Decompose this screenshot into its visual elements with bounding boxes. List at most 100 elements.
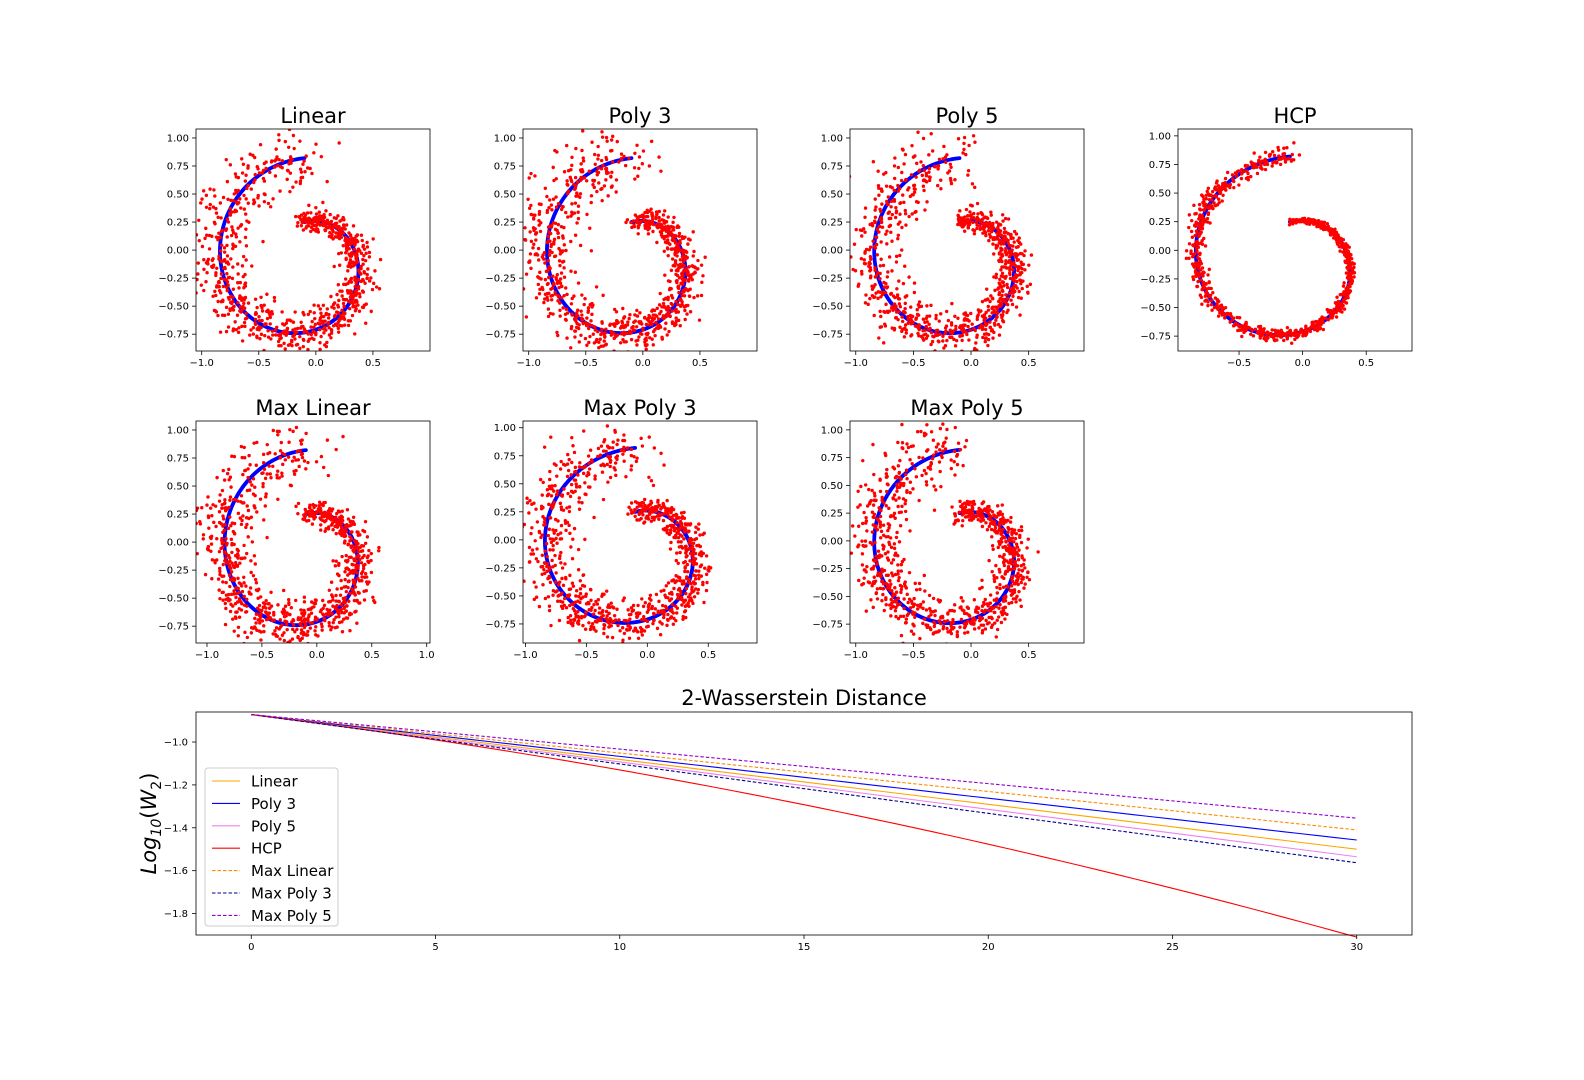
sample-point	[973, 346, 977, 351]
sample-point	[661, 301, 666, 306]
sample-point	[1023, 268, 1027, 272]
sample-point	[870, 223, 875, 228]
sample-point	[1006, 241, 1010, 245]
sample-point	[268, 322, 272, 326]
sample-point	[677, 290, 681, 295]
sample-point	[319, 334, 323, 339]
y-tick-label: 0.00	[494, 246, 516, 257]
sample-point	[323, 228, 327, 232]
sample-point	[857, 282, 861, 286]
sample-point	[562, 275, 567, 279]
sample-point	[562, 243, 566, 247]
sample-point	[1005, 310, 1009, 315]
sample-point	[924, 316, 929, 321]
sample-point	[324, 209, 328, 213]
sample-point	[214, 293, 218, 298]
sample-point	[578, 192, 583, 196]
sample-point	[361, 277, 365, 282]
sample-point	[336, 303, 340, 307]
sample-point	[859, 256, 864, 261]
sample-point	[231, 265, 235, 269]
sample-point	[876, 290, 880, 294]
sample-point	[555, 273, 560, 277]
sample-point	[277, 157, 281, 162]
sample-point	[222, 266, 226, 270]
sample-point	[235, 313, 240, 317]
sample-point	[907, 186, 911, 190]
sample-point	[358, 270, 362, 275]
sample-point	[206, 257, 211, 262]
sample-point	[573, 175, 578, 180]
sample-point	[528, 259, 532, 263]
sample-point	[220, 313, 225, 317]
sample-point	[682, 294, 687, 298]
axes-frame	[849, 128, 1085, 352]
sample-point	[647, 323, 652, 327]
sample-point	[1016, 258, 1021, 262]
sample-point	[686, 273, 690, 277]
sample-point	[364, 321, 368, 325]
sample-point	[873, 266, 877, 270]
sample-point	[626, 320, 630, 324]
sample-point	[268, 313, 272, 317]
sample-point	[549, 244, 553, 249]
sample-point	[312, 151, 316, 155]
sample-point	[348, 295, 353, 299]
sample-point	[336, 310, 340, 315]
sample-point	[674, 299, 678, 304]
sample-point	[629, 220, 633, 225]
plot-area	[196, 129, 383, 351]
sample-point	[240, 264, 245, 268]
sample-point	[562, 266, 566, 270]
sample-point	[1228, 311, 1233, 316]
sample-point	[310, 171, 314, 176]
sample-point	[238, 197, 242, 201]
sample-point	[1225, 170, 1230, 175]
sample-point	[354, 278, 358, 283]
sample-point	[676, 224, 680, 228]
sample-point	[953, 178, 957, 182]
sample-point	[921, 136, 926, 141]
sample-point	[213, 289, 217, 294]
sample-point	[276, 163, 280, 168]
sample-point	[357, 292, 362, 296]
sample-point	[280, 322, 285, 326]
sample-point	[1012, 261, 1016, 265]
sample-point	[880, 202, 884, 206]
sample-point	[225, 288, 229, 293]
sample-point	[353, 243, 357, 247]
sample-point	[240, 296, 244, 300]
sample-point	[211, 294, 215, 298]
sample-point	[933, 349, 937, 351]
sample-point	[570, 155, 574, 160]
sample-point	[577, 323, 581, 327]
sample-point	[529, 203, 533, 208]
sample-point	[991, 242, 995, 246]
sample-point	[1325, 222, 1330, 226]
sample-point	[638, 214, 643, 218]
sample-point	[686, 288, 690, 293]
sample-point	[336, 283, 341, 287]
sample-point	[929, 303, 933, 308]
sample-point	[636, 226, 640, 230]
sample-point	[342, 311, 346, 315]
sample-point	[933, 357, 936, 360]
sample-point	[260, 318, 264, 323]
sample-point	[576, 308, 580, 312]
sample-point	[868, 245, 873, 249]
sample-point	[633, 213, 638, 217]
sample-point	[877, 193, 881, 197]
sample-point	[600, 186, 604, 191]
sample-point	[1002, 242, 1006, 246]
sample-point	[629, 337, 634, 342]
sample-point	[534, 296, 539, 300]
sample-point	[282, 331, 286, 336]
sample-point	[1006, 238, 1010, 243]
sample-point	[937, 157, 942, 162]
sample-point	[218, 201, 223, 205]
sample-point	[688, 274, 693, 279]
sample-point	[650, 213, 655, 218]
sample-point	[306, 332, 310, 336]
sample-point	[934, 313, 938, 318]
sample-point	[239, 223, 244, 227]
